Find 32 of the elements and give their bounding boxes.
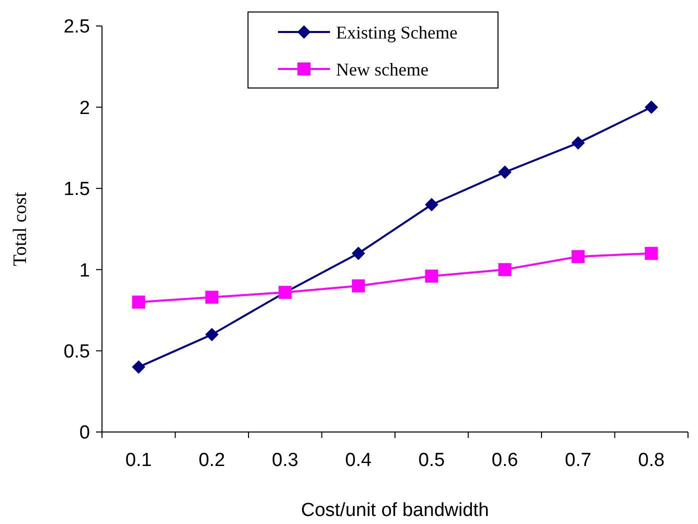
point: [498, 166, 512, 179]
y-tick-label: 1: [79, 260, 90, 282]
point: [205, 328, 218, 342]
point: [352, 246, 365, 260]
point: [132, 360, 146, 374]
point: [572, 250, 585, 264]
y-tick-label: 2.5: [64, 16, 90, 38]
x-tick-label: 0.8: [638, 450, 665, 471]
x-tick-label: 0.2: [198, 450, 226, 471]
point: [644, 100, 658, 114]
x-tick-label: 0.4: [345, 450, 372, 471]
x-tick-label: 0.7: [564, 450, 592, 471]
point: [205, 290, 218, 304]
point: [644, 246, 658, 260]
point: [425, 198, 438, 212]
y-tick-label: 2: [79, 98, 90, 119]
y-axis-title: Total cost: [10, 191, 31, 266]
point: [132, 296, 146, 309]
y-tick-label: 0: [79, 422, 90, 444]
point: [425, 270, 438, 283]
y-tick-label: 1.5: [64, 179, 90, 200]
point: [352, 279, 365, 292]
x-tick-label: 0.3: [272, 450, 298, 471]
x-axis-title: Cost/unit of bandwidth: [300, 500, 490, 521]
x-tick-label: 0.6: [492, 450, 518, 471]
y-tick-label: 0.5: [64, 341, 90, 362]
x-tick-label: 0.5: [418, 450, 445, 471]
x-tick-label: 0.1: [125, 450, 152, 471]
legend-label: Existing Scheme: [336, 22, 458, 42]
point: [498, 263, 512, 276]
legend-label: New scheme: [336, 59, 428, 80]
point: [572, 136, 585, 150]
